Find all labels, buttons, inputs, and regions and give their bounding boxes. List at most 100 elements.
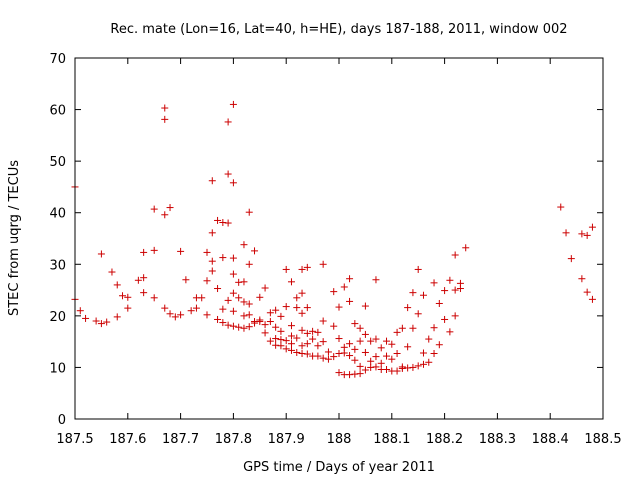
- data-point: [293, 304, 301, 312]
- data-point: [309, 335, 317, 343]
- data-point: [367, 337, 375, 345]
- data-point: [319, 260, 327, 268]
- data-point: [161, 115, 169, 123]
- data-point: [266, 309, 274, 317]
- data-point: [229, 100, 237, 108]
- data-point: [409, 324, 417, 332]
- x-axis-ticks: 187.5 187.6 187.7 187.8 187.9 188 188.1 188.2 18…: [56, 58, 622, 447]
- data-point: [224, 321, 232, 329]
- data-point: [203, 248, 211, 256]
- data-point: [414, 265, 422, 273]
- data-point: [203, 311, 211, 319]
- data-point: [319, 354, 327, 362]
- data-point: [277, 327, 285, 335]
- data-point: [272, 335, 280, 343]
- data-point: [588, 223, 596, 231]
- data-point: [266, 337, 274, 345]
- data-point: [298, 309, 306, 317]
- data-point: [456, 285, 464, 293]
- data-point: [425, 358, 433, 366]
- data-point: [356, 324, 364, 332]
- data-points: [71, 100, 596, 379]
- data-point: [372, 276, 380, 284]
- data-point: [361, 348, 369, 356]
- data-point: [377, 344, 385, 352]
- data-point: [409, 289, 417, 297]
- data-point: [124, 304, 132, 312]
- data-point: [245, 311, 253, 319]
- data-point: [245, 323, 253, 331]
- data-point: [398, 364, 406, 372]
- data-point: [282, 337, 290, 345]
- data-point: [293, 294, 301, 302]
- data-point: [393, 328, 401, 336]
- y-tick-label: 60: [49, 104, 66, 119]
- data-point: [383, 352, 391, 360]
- data-point: [108, 268, 116, 276]
- data-point: [451, 251, 459, 259]
- data-point: [224, 118, 232, 126]
- data-point: [446, 276, 454, 284]
- x-tick-label: 187.9: [268, 432, 305, 447]
- data-point: [219, 305, 227, 313]
- data-point: [287, 278, 295, 286]
- x-tick-label: 188.4: [532, 432, 569, 447]
- data-point: [229, 322, 237, 330]
- data-point: [346, 352, 354, 360]
- y-axis-ticks: 0 10 20 30 40 50 60 70: [49, 52, 603, 428]
- data-point: [82, 314, 90, 322]
- data-point: [372, 353, 380, 361]
- data-point: [224, 296, 232, 304]
- data-point: [314, 352, 322, 360]
- data-point: [404, 364, 412, 372]
- chart-title: Rec. mate (Lon=16, Lat=40, h=HE), days 1…: [110, 22, 567, 37]
- data-point: [298, 350, 306, 358]
- data-point: [588, 295, 596, 303]
- data-point: [229, 270, 237, 278]
- data-point: [583, 288, 591, 296]
- y-tick-label: 70: [49, 52, 66, 67]
- data-point: [567, 255, 575, 263]
- data-point: [578, 230, 586, 238]
- data-point: [214, 285, 222, 293]
- data-point: [287, 332, 295, 340]
- x-tick-label: 188: [327, 432, 352, 447]
- plot-frame: [74, 57, 604, 420]
- data-point: [356, 337, 364, 345]
- data-point: [203, 277, 211, 285]
- y-tick-label: 10: [49, 361, 66, 376]
- data-point: [177, 311, 185, 319]
- data-point: [330, 353, 338, 361]
- data-point: [419, 360, 427, 368]
- data-point: [97, 250, 105, 258]
- data-point: [346, 371, 354, 379]
- data-point: [166, 310, 174, 318]
- data-point: [319, 338, 327, 346]
- data-point: [293, 334, 301, 342]
- data-point: [562, 229, 570, 237]
- data-point: [319, 317, 327, 325]
- data-point: [351, 345, 359, 353]
- data-point: [419, 349, 427, 357]
- data-point: [282, 345, 290, 353]
- data-point: [235, 323, 243, 331]
- data-point: [208, 229, 216, 237]
- data-point: [404, 304, 412, 312]
- data-point: [229, 254, 237, 262]
- data-point: [351, 356, 359, 364]
- data-point: [414, 362, 422, 370]
- data-point: [124, 293, 132, 301]
- data-point: [388, 355, 396, 363]
- data-point: [367, 363, 375, 371]
- data-point: [430, 350, 438, 358]
- data-point: [272, 306, 280, 314]
- data-point: [240, 324, 248, 332]
- y-axis-label: STEC from uqrg / TECUs: [7, 160, 22, 316]
- x-tick-label: 187.7: [162, 432, 199, 447]
- data-point: [356, 370, 364, 378]
- data-point: [303, 329, 311, 337]
- data-point: [351, 370, 359, 378]
- data-point: [161, 211, 169, 219]
- data-point: [435, 341, 443, 349]
